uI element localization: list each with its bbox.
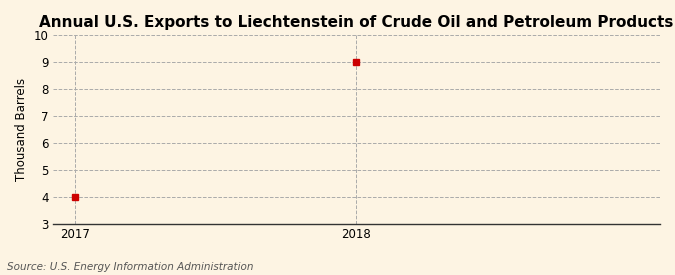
Y-axis label: Thousand Barrels: Thousand Barrels: [15, 78, 28, 181]
Title: Annual U.S. Exports to Liechtenstein of Crude Oil and Petroleum Products: Annual U.S. Exports to Liechtenstein of …: [39, 15, 674, 30]
Text: Source: U.S. Energy Information Administration: Source: U.S. Energy Information Administ…: [7, 262, 253, 272]
